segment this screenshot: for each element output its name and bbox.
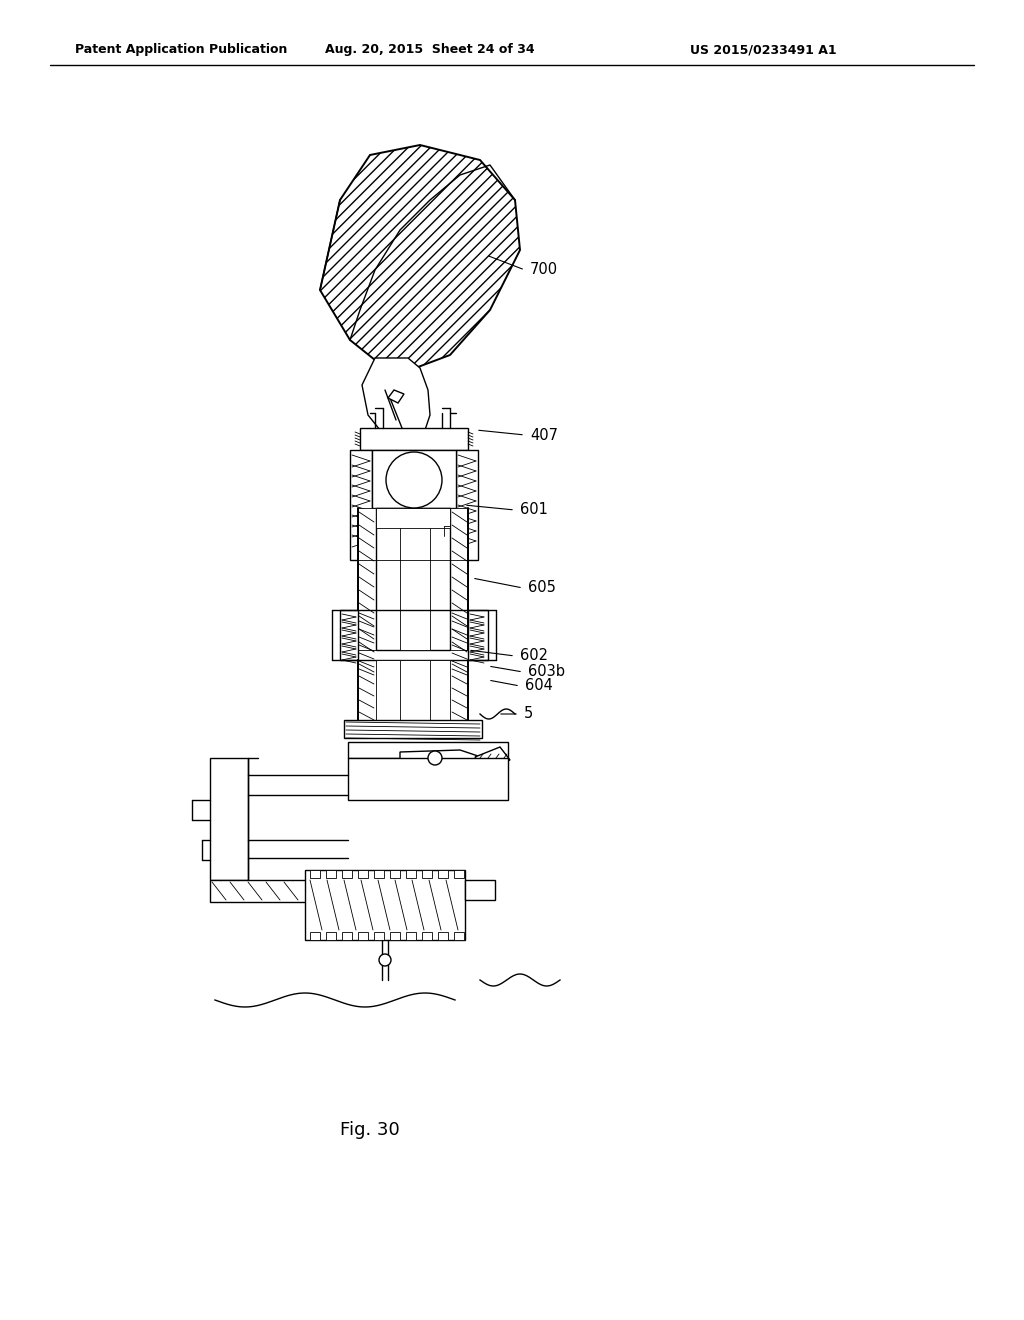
Bar: [456, 450, 478, 560]
Bar: [348, 742, 508, 758]
Bar: [376, 660, 450, 719]
Text: Patent Application Publication: Patent Application Publication: [75, 44, 288, 57]
Bar: [376, 508, 450, 649]
Bar: [360, 428, 468, 450]
Bar: [358, 508, 376, 649]
Text: Aug. 20, 2015  Sheet 24 of 34: Aug. 20, 2015 Sheet 24 of 34: [326, 44, 535, 57]
Polygon shape: [475, 747, 510, 770]
Bar: [326, 932, 336, 940]
Bar: [450, 508, 468, 649]
Bar: [305, 870, 465, 940]
Bar: [210, 880, 328, 902]
Polygon shape: [319, 145, 520, 370]
Text: US 2015/0233491 A1: US 2015/0233491 A1: [690, 44, 837, 57]
Bar: [358, 870, 368, 878]
Polygon shape: [388, 389, 404, 403]
Text: 5: 5: [524, 706, 534, 722]
Bar: [344, 719, 482, 738]
Bar: [358, 932, 368, 940]
Text: 604: 604: [525, 678, 553, 693]
Bar: [310, 932, 319, 940]
Bar: [372, 450, 456, 508]
Text: 407: 407: [530, 428, 558, 442]
Bar: [468, 610, 488, 660]
Polygon shape: [465, 762, 508, 785]
Bar: [342, 870, 352, 878]
Text: Fig. 30: Fig. 30: [340, 1121, 400, 1139]
Text: 605: 605: [528, 581, 556, 595]
Text: 603b: 603b: [528, 664, 565, 680]
Text: 602: 602: [520, 648, 548, 664]
Bar: [310, 870, 319, 878]
Bar: [406, 870, 416, 878]
Bar: [390, 932, 400, 940]
Text: 601: 601: [520, 503, 548, 517]
Circle shape: [379, 954, 391, 966]
Bar: [342, 932, 352, 940]
Bar: [390, 870, 400, 878]
Polygon shape: [362, 358, 430, 438]
Bar: [438, 932, 449, 940]
Bar: [465, 880, 495, 900]
Bar: [422, 870, 432, 878]
Bar: [422, 932, 432, 940]
Bar: [406, 932, 416, 940]
Bar: [400, 660, 430, 719]
Bar: [376, 508, 450, 528]
Bar: [326, 870, 336, 878]
Bar: [350, 450, 372, 560]
Bar: [210, 758, 248, 880]
Polygon shape: [400, 750, 498, 772]
Bar: [374, 870, 384, 878]
Bar: [454, 870, 464, 878]
Bar: [374, 932, 384, 940]
Bar: [400, 513, 430, 649]
Bar: [438, 870, 449, 878]
Circle shape: [428, 751, 442, 766]
Circle shape: [386, 451, 442, 508]
Bar: [348, 758, 508, 800]
Text: 700: 700: [530, 263, 558, 277]
Bar: [454, 932, 464, 940]
Bar: [340, 610, 358, 660]
